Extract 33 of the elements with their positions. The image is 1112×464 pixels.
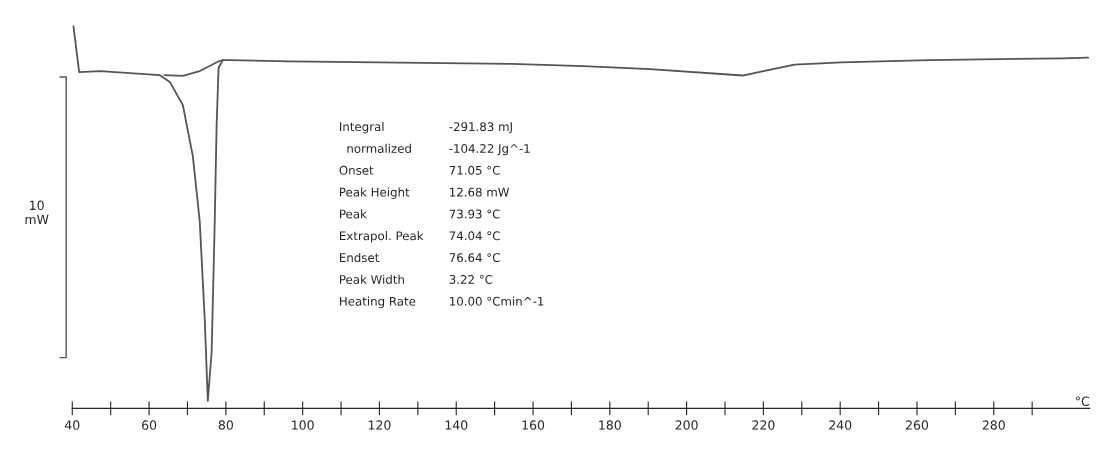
- annotation: Onset: [339, 165, 374, 175]
- annotation: 74.04 °C: [449, 231, 500, 241]
- annotation: -104.22 Jg^-1: [449, 144, 530, 156]
- annotation: 76.64 °C: [449, 253, 500, 263]
- annotation: Peak Height: [340, 187, 410, 199]
- annotation: Peak Width: [340, 274, 404, 284]
- annotation: Endset: [340, 252, 380, 263]
- annotation: 10.00 °Cmin^-1: [450, 296, 544, 306]
- x-tick-label: 180: [599, 420, 621, 430]
- x-tick-label: 120: [368, 420, 391, 430]
- x-tick-label: 140: [445, 420, 468, 430]
- annotation: Peak: [340, 209, 367, 219]
- x-axis-title: °C: [1075, 396, 1090, 406]
- x-tick-label: 100: [292, 420, 314, 430]
- x-tick-label: 220: [752, 420, 775, 430]
- annotation: normalized: [347, 143, 411, 153]
- annotation: Heating Rate: [340, 296, 416, 309]
- annotation: 73.93 °C: [449, 209, 500, 219]
- x-tick-label: 60: [141, 420, 157, 430]
- annotation: Integral: [340, 121, 384, 134]
- x-tick-label: 40: [64, 420, 80, 430]
- x-tick-label: 200: [675, 420, 698, 430]
- annotation: 71.05 °C: [449, 165, 500, 175]
- x-tick-label: 280: [982, 420, 1005, 430]
- annotation: Extrapol. Peak: [340, 231, 424, 243]
- x-tick-label: 240: [829, 420, 852, 430]
- x-tick-label: 80: [218, 420, 233, 430]
- annotation: 12.68 mW: [450, 187, 510, 197]
- x-tick-label: 160: [522, 420, 545, 430]
- annotation: 3.22 °C: [449, 274, 493, 284]
- x-tick-label: 260: [905, 420, 929, 430]
- annotation: -291.83 mJ: [449, 122, 512, 134]
- text: 10 mW: [25, 200, 49, 224]
